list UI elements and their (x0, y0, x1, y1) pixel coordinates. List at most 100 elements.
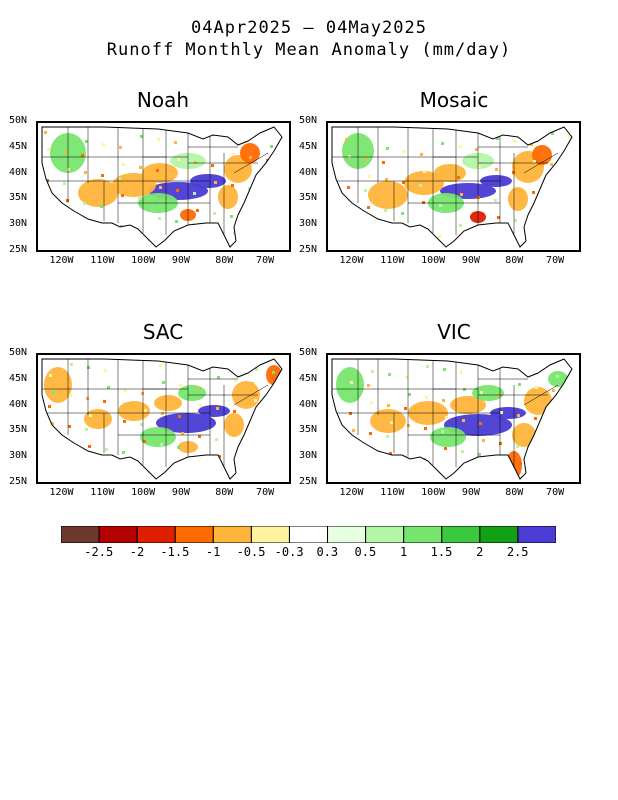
lat-label: 50N (299, 347, 318, 358)
anomaly-speckle (69, 394, 72, 397)
colorbar-segment (174, 525, 214, 544)
anomaly-speckle (364, 189, 367, 192)
lon-label: 80W (215, 487, 234, 498)
anomaly-speckle (387, 404, 390, 407)
date-range-title: 04Apr2025 – 04May2025 (191, 18, 427, 38)
anomaly-speckle (66, 199, 69, 202)
anomaly-speckle (88, 445, 91, 448)
anomaly-speckle (386, 435, 389, 438)
lat-label: 45N (299, 140, 318, 152)
anomaly-speckle (482, 439, 485, 442)
lat-label: 35N (9, 192, 28, 204)
lat-label: 30N (9, 218, 28, 230)
anomaly-speckle (439, 204, 442, 207)
anomaly-speckle (248, 187, 251, 190)
anomaly-region (524, 387, 552, 415)
anomaly-speckle (368, 175, 371, 178)
anomaly-speckle (81, 154, 84, 157)
anomaly-speckle (215, 438, 218, 441)
anomaly-region (472, 385, 504, 401)
lat-label: 30N (299, 450, 318, 462)
anomaly-speckle (122, 451, 125, 454)
anomaly-speckle (87, 366, 90, 369)
lon-label: 80W (505, 255, 524, 266)
lat-label: 25N (299, 476, 318, 487)
lat-label: 25N (9, 244, 28, 255)
lat-label: 45N (9, 372, 28, 384)
anomaly-speckle (211, 164, 214, 167)
anomaly-speckle (101, 174, 104, 177)
anomaly-speckle (497, 216, 500, 219)
anomaly-speckle (346, 217, 349, 220)
anomaly-speckle (530, 143, 533, 146)
lon-label: 80W (215, 255, 234, 266)
anomaly-speckle (65, 230, 68, 233)
anomaly-speckle (67, 456, 70, 459)
lat-label: 45N (9, 140, 28, 152)
anomaly-speckle (422, 201, 425, 204)
anomaly-speckle (534, 239, 537, 242)
anomaly-speckle (460, 371, 463, 374)
anomaly-speckle (160, 443, 163, 446)
anomaly-speckle (63, 182, 66, 185)
anomaly-speckle (104, 369, 107, 372)
anomaly-speckle (568, 135, 571, 138)
state-border (523, 152, 559, 174)
colorbar-tick-label: -1.5 (160, 545, 190, 559)
anomaly-speckle (535, 386, 538, 389)
anomaly-speckle (159, 186, 162, 189)
anomaly-region (156, 413, 216, 433)
lat-label: 25N (9, 476, 28, 487)
anomaly-speckle (550, 163, 553, 166)
anomaly-speckle (198, 435, 201, 438)
anomaly-region (532, 145, 552, 165)
anomaly-speckle (533, 160, 536, 163)
colorbar-segment (365, 525, 405, 544)
lon-label: 70W (256, 255, 275, 266)
anomaly-speckle (105, 448, 108, 451)
anomaly-speckle (460, 193, 463, 196)
anomaly-speckle (404, 407, 407, 410)
anomaly-speckle (445, 416, 448, 419)
anomaly-speckle (403, 150, 406, 153)
anomaly-region (112, 173, 156, 197)
lat-label: 35N (299, 192, 318, 204)
anomaly-speckle (570, 183, 572, 186)
anomaly-speckle (83, 202, 86, 205)
anomaly-speckle (551, 132, 554, 135)
anomaly-speckle (193, 192, 196, 195)
anomaly-speckle (70, 363, 73, 366)
lon-label: 120W (49, 255, 74, 266)
anomaly-speckle (85, 140, 88, 143)
anomaly-speckle (334, 457, 337, 460)
anomaly-speckle (107, 386, 110, 389)
anomaly-speckle (571, 152, 572, 155)
anomaly-speckle (196, 209, 199, 212)
anomaly-speckle (233, 410, 236, 413)
colorbar-tick-label: 1.5 (430, 545, 453, 559)
lon-label: 80W (505, 487, 524, 498)
anomaly-speckle (423, 170, 426, 173)
anomaly-speckle (461, 450, 464, 453)
map-svg (41, 126, 283, 248)
anomaly-speckle (52, 391, 55, 394)
map-panel-mosaic (326, 121, 581, 252)
anomaly-speckle (46, 179, 49, 182)
colorbar-segment (403, 525, 443, 544)
anomaly-speckle (441, 142, 444, 145)
anomaly-speckle (217, 376, 220, 379)
anomaly-speckle (512, 171, 515, 174)
colorbar-segment (212, 525, 252, 544)
anomaly-speckle (441, 430, 444, 433)
colorbar-svg (60, 525, 557, 544)
anomaly-speckle (549, 194, 552, 197)
anomaly-speckle (369, 432, 372, 435)
colorbar-segment (250, 525, 290, 544)
anomaly-speckle (348, 155, 351, 158)
anomaly-speckle (351, 460, 354, 463)
lon-label: 100W (421, 487, 446, 498)
anomaly-speckle (407, 424, 410, 427)
anomaly-region (118, 401, 150, 421)
lat-label: 50N (9, 115, 28, 126)
colorbar-tick-label: 1 (399, 545, 408, 559)
